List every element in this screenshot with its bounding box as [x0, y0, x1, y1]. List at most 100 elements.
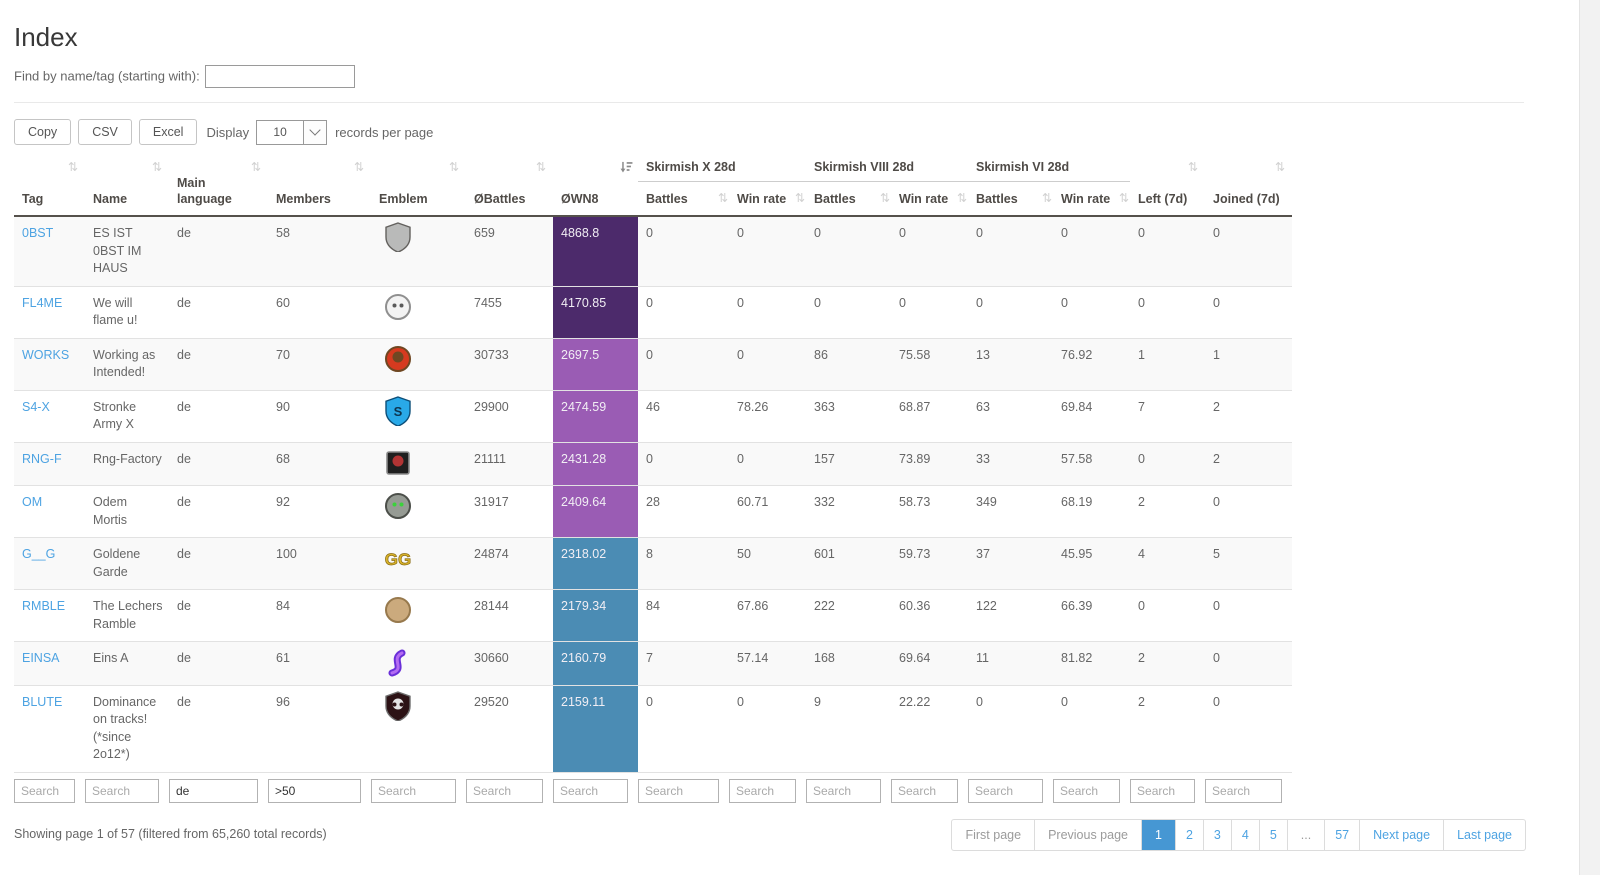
page-button-last-page[interactable]: Last page — [1443, 819, 1525, 850]
cell-language: de — [169, 485, 268, 539]
cell-emblem — [371, 589, 466, 643]
cell-emblem — [371, 338, 466, 391]
cell-left-7d: 4 — [1130, 537, 1206, 591]
table-row: FL4ME We will flame u! de 60 7455 4170.85 0 0 0 0… — [14, 286, 1293, 339]
cell-sk6-winrate: 0 — [1053, 216, 1131, 287]
table-row: WORKS Working as Intended! de 70 30733 2697.5… — [14, 338, 1293, 391]
cell-sk10-winrate: 60.71 — [729, 485, 806, 539]
filter-cell — [14, 772, 85, 805]
column-header-avg-wn8[interactable]: ØWN8 — [553, 157, 638, 216]
column-header-main-language[interactable]: ⇅ Main language — [169, 157, 268, 216]
column-filter-input[interactable] — [638, 778, 719, 803]
clan-tag-link[interactable]: RMBLE — [22, 599, 66, 614]
column-filter-input[interactable] — [466, 778, 543, 803]
page-button-next-page[interactable]: Next page — [1359, 819, 1443, 850]
clan-tag-link[interactable]: G__G — [22, 547, 56, 562]
column-filter-input[interactable] — [371, 778, 456, 803]
column-header-sk8-battles[interactable]: Battles ⇅ — [806, 181, 891, 216]
cell-avg-battles: 29900 — [466, 390, 553, 443]
column-filter-input[interactable] — [1205, 778, 1283, 803]
column-header-emblem[interactable]: ⇅ Emblem — [371, 157, 466, 216]
page-button-3[interactable]: 3 — [1202, 819, 1231, 850]
cell-sk8-winrate: 22.22 — [891, 685, 969, 773]
cell-tag: G__G — [14, 537, 85, 591]
column-header-name[interactable]: ⇅ Name — [85, 157, 169, 216]
cell-emblem: S — [371, 390, 466, 443]
page-button-previous-page[interactable]: Previous page — [1034, 819, 1141, 850]
cell-sk8-battles: 168 — [806, 641, 891, 686]
page-size-select[interactable]: 10 — [256, 119, 328, 145]
column-header-sk6-battles[interactable]: Battles ⇅ — [968, 181, 1053, 216]
column-filter-input[interactable] — [553, 778, 628, 803]
cell-sk10-battles: 0 — [638, 216, 729, 287]
column-filter-input[interactable] — [891, 778, 959, 803]
cell-sk6-winrate: 0 — [1053, 685, 1131, 773]
column-filter-input[interactable] — [806, 778, 881, 803]
cell-sk8-winrate: 68.87 — [891, 390, 969, 443]
clan-tag-link[interactable]: S4-X — [22, 399, 50, 414]
cell-language: de — [169, 685, 268, 773]
clan-tag-link[interactable]: 0BST — [22, 226, 54, 241]
cell-sk10-battles: 28 — [638, 485, 729, 539]
column-filter-input[interactable] — [1053, 778, 1121, 803]
page-button-57[interactable]: 57 — [1324, 819, 1359, 850]
cell-sk6-battles: 63 — [968, 390, 1054, 443]
column-header-sk10-battles[interactable]: Battles ⇅ — [638, 181, 729, 216]
column-header-joined-7d[interactable]: ⇅ Joined (7d) — [1205, 157, 1292, 216]
cell-members: 100 — [268, 537, 371, 591]
column-filter-input[interactable] — [268, 778, 361, 803]
column-group-skirmish-viii: Skirmish VIII 28d — [806, 157, 969, 182]
cell-avg-battles: 30660 — [466, 641, 553, 686]
clan-tag-link[interactable]: FL4ME — [22, 295, 63, 310]
column-header-tag[interactable]: ⇅ Tag — [14, 157, 85, 216]
cell-sk6-battles: 13 — [968, 338, 1054, 391]
column-filter-input[interactable] — [729, 778, 796, 803]
cell-members: 58 — [268, 216, 371, 287]
page-button-ellipsis: ... — [1286, 819, 1324, 850]
copy-button[interactable]: Copy — [14, 119, 72, 145]
clan-tag-link[interactable]: WORKS — [22, 347, 70, 362]
page-button-first-page[interactable]: First page — [965, 827, 1022, 842]
clan-tag-link[interactable]: OM — [22, 495, 43, 510]
find-input[interactable] — [204, 65, 355, 88]
column-header-left-7d[interactable]: ⇅ Left (7d) — [1130, 157, 1205, 216]
clan-tag-link[interactable]: RNG-F — [22, 451, 62, 466]
sort-icon: ⇅ — [879, 191, 890, 206]
page-button-4[interactable]: 4 — [1230, 819, 1259, 850]
column-label: Battles — [814, 191, 856, 206]
table-row: OM Odem Mortis de 92 31917 2409.64 28 60.71 332 5… — [14, 485, 1293, 539]
column-label: ØWN8 — [561, 191, 599, 206]
cell-left-7d: 0 — [1130, 589, 1206, 643]
column-filter-input[interactable] — [169, 778, 258, 803]
cell-sk6-battles: 122 — [968, 589, 1054, 643]
page-button-2[interactable]: 2 — [1174, 819, 1203, 850]
cell-sk6-winrate: 0 — [1053, 286, 1131, 339]
cell-name: Stronke Army X — [85, 390, 169, 443]
column-header-sk6-winrate[interactable]: Win rate ⇅ — [1053, 181, 1130, 216]
filter-cell — [466, 772, 553, 805]
csv-button[interactable]: CSV — [78, 119, 132, 145]
clan-tag-link[interactable]: EINSA — [22, 651, 60, 666]
column-header-sk8-winrate[interactable]: Win rate ⇅ — [891, 181, 968, 216]
column-header-sk10-winrate[interactable]: Win rate ⇅ — [729, 181, 806, 216]
column-filter-input[interactable] — [85, 778, 159, 803]
cell-members: 61 — [268, 641, 371, 686]
column-filter-input[interactable] — [14, 778, 75, 803]
cell-sk6-battles: 349 — [968, 485, 1054, 539]
cell-language: de — [169, 338, 268, 391]
clan-emblem-icon — [386, 450, 410, 475]
excel-button[interactable]: Excel — [138, 119, 198, 145]
cell-sk8-battles: 0 — [806, 216, 891, 287]
sort-icon: ⇅ — [353, 160, 364, 174]
clan-tag-link[interactable]: BLUTE — [22, 694, 63, 709]
cell-sk6-winrate: 45.95 — [1053, 537, 1131, 591]
column-filter-input[interactable] — [968, 778, 1044, 803]
page-button-5[interactable]: 5 — [1258, 819, 1287, 850]
column-header-avg-battles[interactable]: ⇅ ØBattles — [466, 157, 553, 216]
cell-avg-battles: 659 — [466, 216, 553, 287]
page-button-1[interactable]: 1 — [1141, 819, 1175, 850]
cell-sk8-winrate: 75.58 — [891, 338, 969, 391]
column-header-members[interactable]: ⇅ Members — [268, 157, 371, 216]
column-filter-input[interactable] — [1130, 778, 1196, 803]
